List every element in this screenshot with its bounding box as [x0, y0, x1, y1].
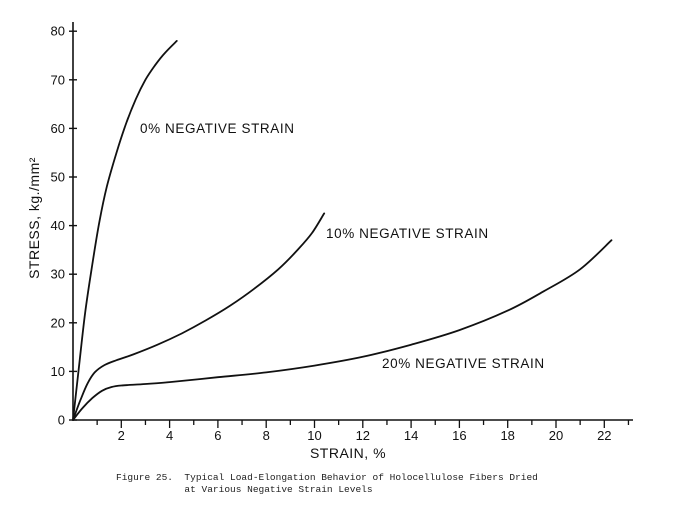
x-tick-label: 10	[307, 428, 321, 443]
y-tick-label: 70	[51, 72, 65, 87]
curve-0-percent	[72, 40, 178, 421]
label-20-percent: 20% NEGATIVE STRAIN	[382, 356, 545, 371]
caption-line-2: at Various Negative Strain Levels	[116, 484, 373, 495]
y-tick-label: 0	[58, 413, 65, 428]
x-tick-label: 14	[404, 428, 418, 443]
x-tick-label: 18	[500, 428, 514, 443]
axes: 0 10 20 30 40 50 60 70 80 2 4 6 8 10 12 14 16 18 20 22 STRAI…	[26, 22, 633, 461]
label-0-percent: 0% NEGATIVE STRAIN	[140, 121, 295, 136]
y-tick-label: 30	[51, 267, 65, 282]
y-tick-label: 40	[51, 218, 65, 233]
chart: 0 10 20 30 40 50 60 70 80 2 4 6 8 10 12 14 16 18 20 22 STRAI…	[26, 22, 633, 461]
caption-line-1: Figure 25. Typical Load-Elongation Behav…	[116, 472, 538, 483]
x-tick-label: 20	[549, 428, 563, 443]
y-axis-title: STRESS, kg./mm²	[26, 157, 42, 279]
labels-layer: 0% NEGATIVE STRAIN 10% NEGATIVE STRAIN 20%…	[140, 121, 545, 371]
figure-caption: Figure 25. Typical Load-Elongation Behav…	[116, 472, 676, 496]
y-tick-label: 20	[51, 315, 65, 330]
x-tick-label: 12	[356, 428, 370, 443]
y-tick-label: 50	[51, 170, 65, 185]
x-tick-label: 6	[214, 428, 221, 443]
y-tick-label: 10	[51, 364, 65, 379]
curve-10-percent	[72, 212, 326, 421]
y-tick-label: 60	[51, 121, 65, 136]
x-tick-label: 22	[597, 428, 611, 443]
y-tick-label: 80	[51, 24, 65, 39]
x-tick-label: 4	[166, 428, 173, 443]
x-tick-label: 8	[263, 428, 270, 443]
curve-20-percent	[72, 239, 613, 421]
x-tick-label: 2	[118, 428, 125, 443]
series-layer	[72, 40, 613, 421]
x-tick-label: 16	[452, 428, 466, 443]
x-axis-title: STRAIN, %	[310, 445, 386, 461]
label-10-percent: 10% NEGATIVE STRAIN	[326, 226, 489, 241]
